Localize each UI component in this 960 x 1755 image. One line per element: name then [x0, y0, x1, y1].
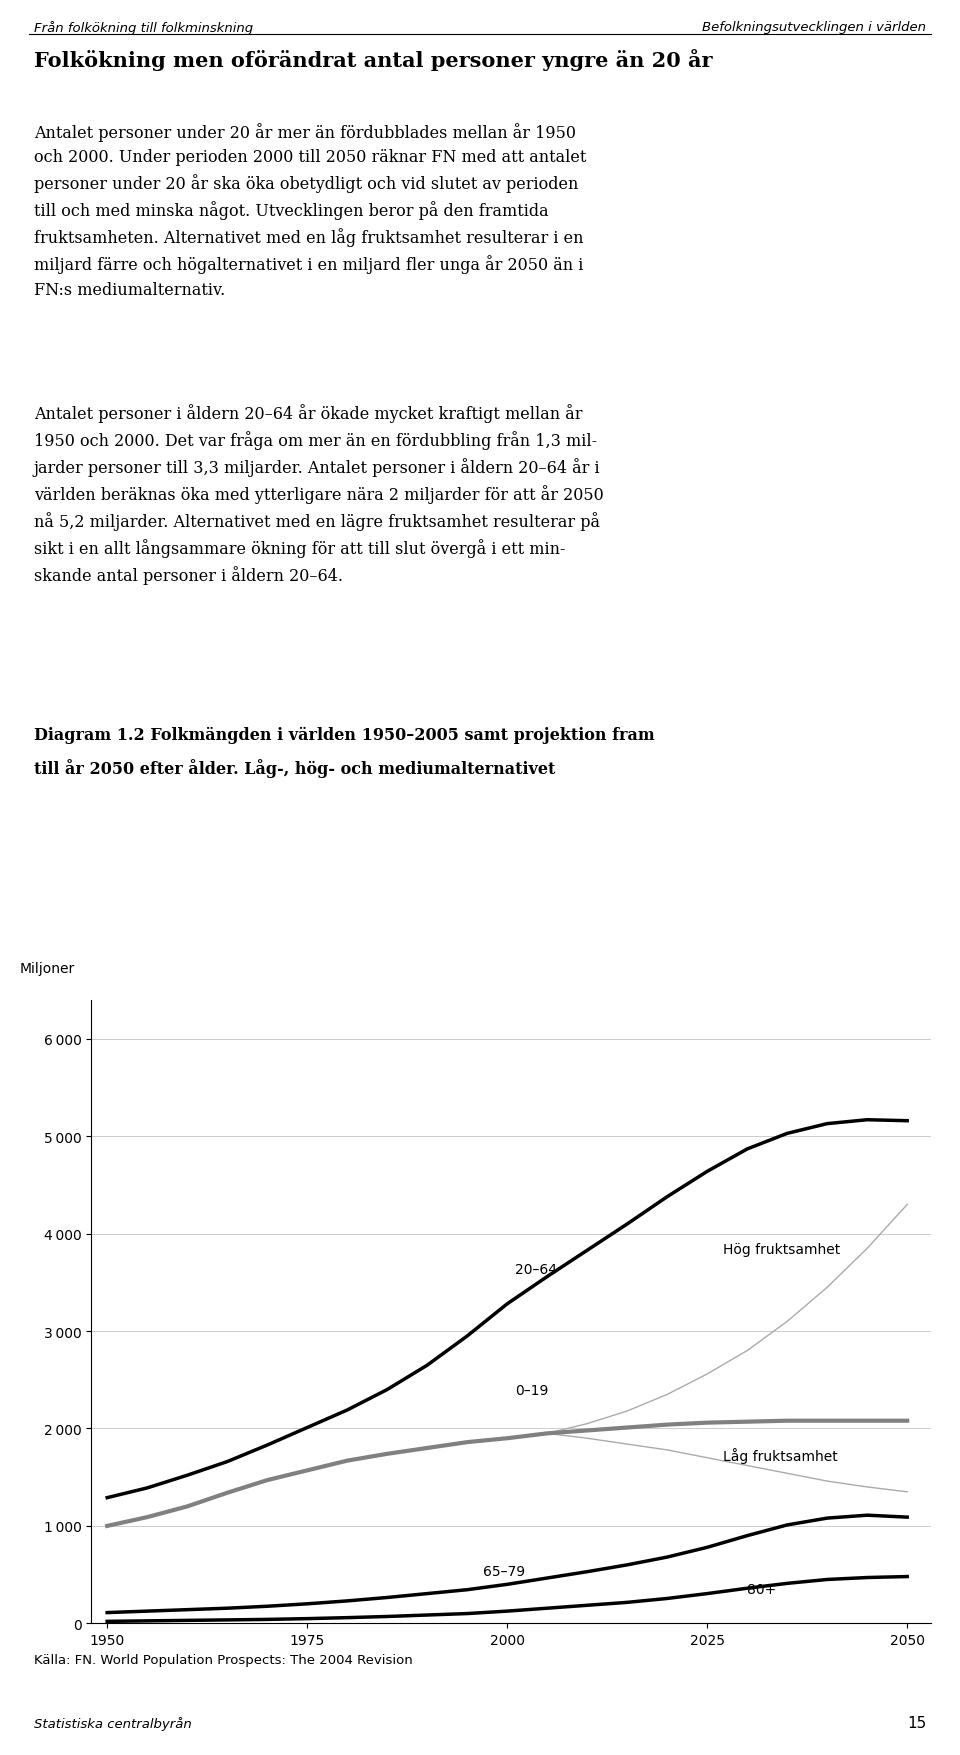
- Text: Folkökning men oförändrat antal personer yngre än 20 år: Folkökning men oförändrat antal personer…: [34, 49, 712, 72]
- Text: Källa: FN. World Population Prospects: The 2004 Revision: Källa: FN. World Population Prospects: T…: [34, 1653, 413, 1665]
- Text: Antalet personer i åldern 20–64 år ökade mycket kraftigt mellan år
1950 och 2000: Antalet personer i åldern 20–64 år ökade…: [34, 404, 603, 584]
- Text: 20–64: 20–64: [516, 1262, 557, 1276]
- Text: Hög fruktsamhet: Hög fruktsamhet: [723, 1243, 840, 1257]
- Text: Befolkningsutvecklingen i världen: Befolkningsutvecklingen i världen: [703, 21, 926, 33]
- Text: 80+: 80+: [747, 1583, 777, 1597]
- Text: Låg fruktsamhet: Låg fruktsamhet: [723, 1446, 838, 1464]
- Text: Från folkökning till folkminskning: Från folkökning till folkminskning: [34, 21, 252, 35]
- Text: Diagram 1.2 Folkmängden i världen 1950–2005 samt projektion fram: Diagram 1.2 Folkmängden i världen 1950–2…: [34, 727, 654, 744]
- Text: till år 2050 efter ålder. Låg-, hög- och mediumalternativet: till år 2050 efter ålder. Låg-, hög- och…: [34, 758, 555, 777]
- Text: Antalet personer under 20 år mer än fördubblades mellan år 1950
och 2000. Under : Antalet personer under 20 år mer än förd…: [34, 123, 586, 298]
- Text: 15: 15: [907, 1715, 926, 1730]
- Text: 0–19: 0–19: [516, 1383, 548, 1397]
- Text: Statistiska centralbyrån: Statistiska centralbyrån: [34, 1716, 191, 1730]
- Text: 65–79: 65–79: [483, 1564, 525, 1578]
- Text: Miljoner: Miljoner: [20, 962, 75, 976]
